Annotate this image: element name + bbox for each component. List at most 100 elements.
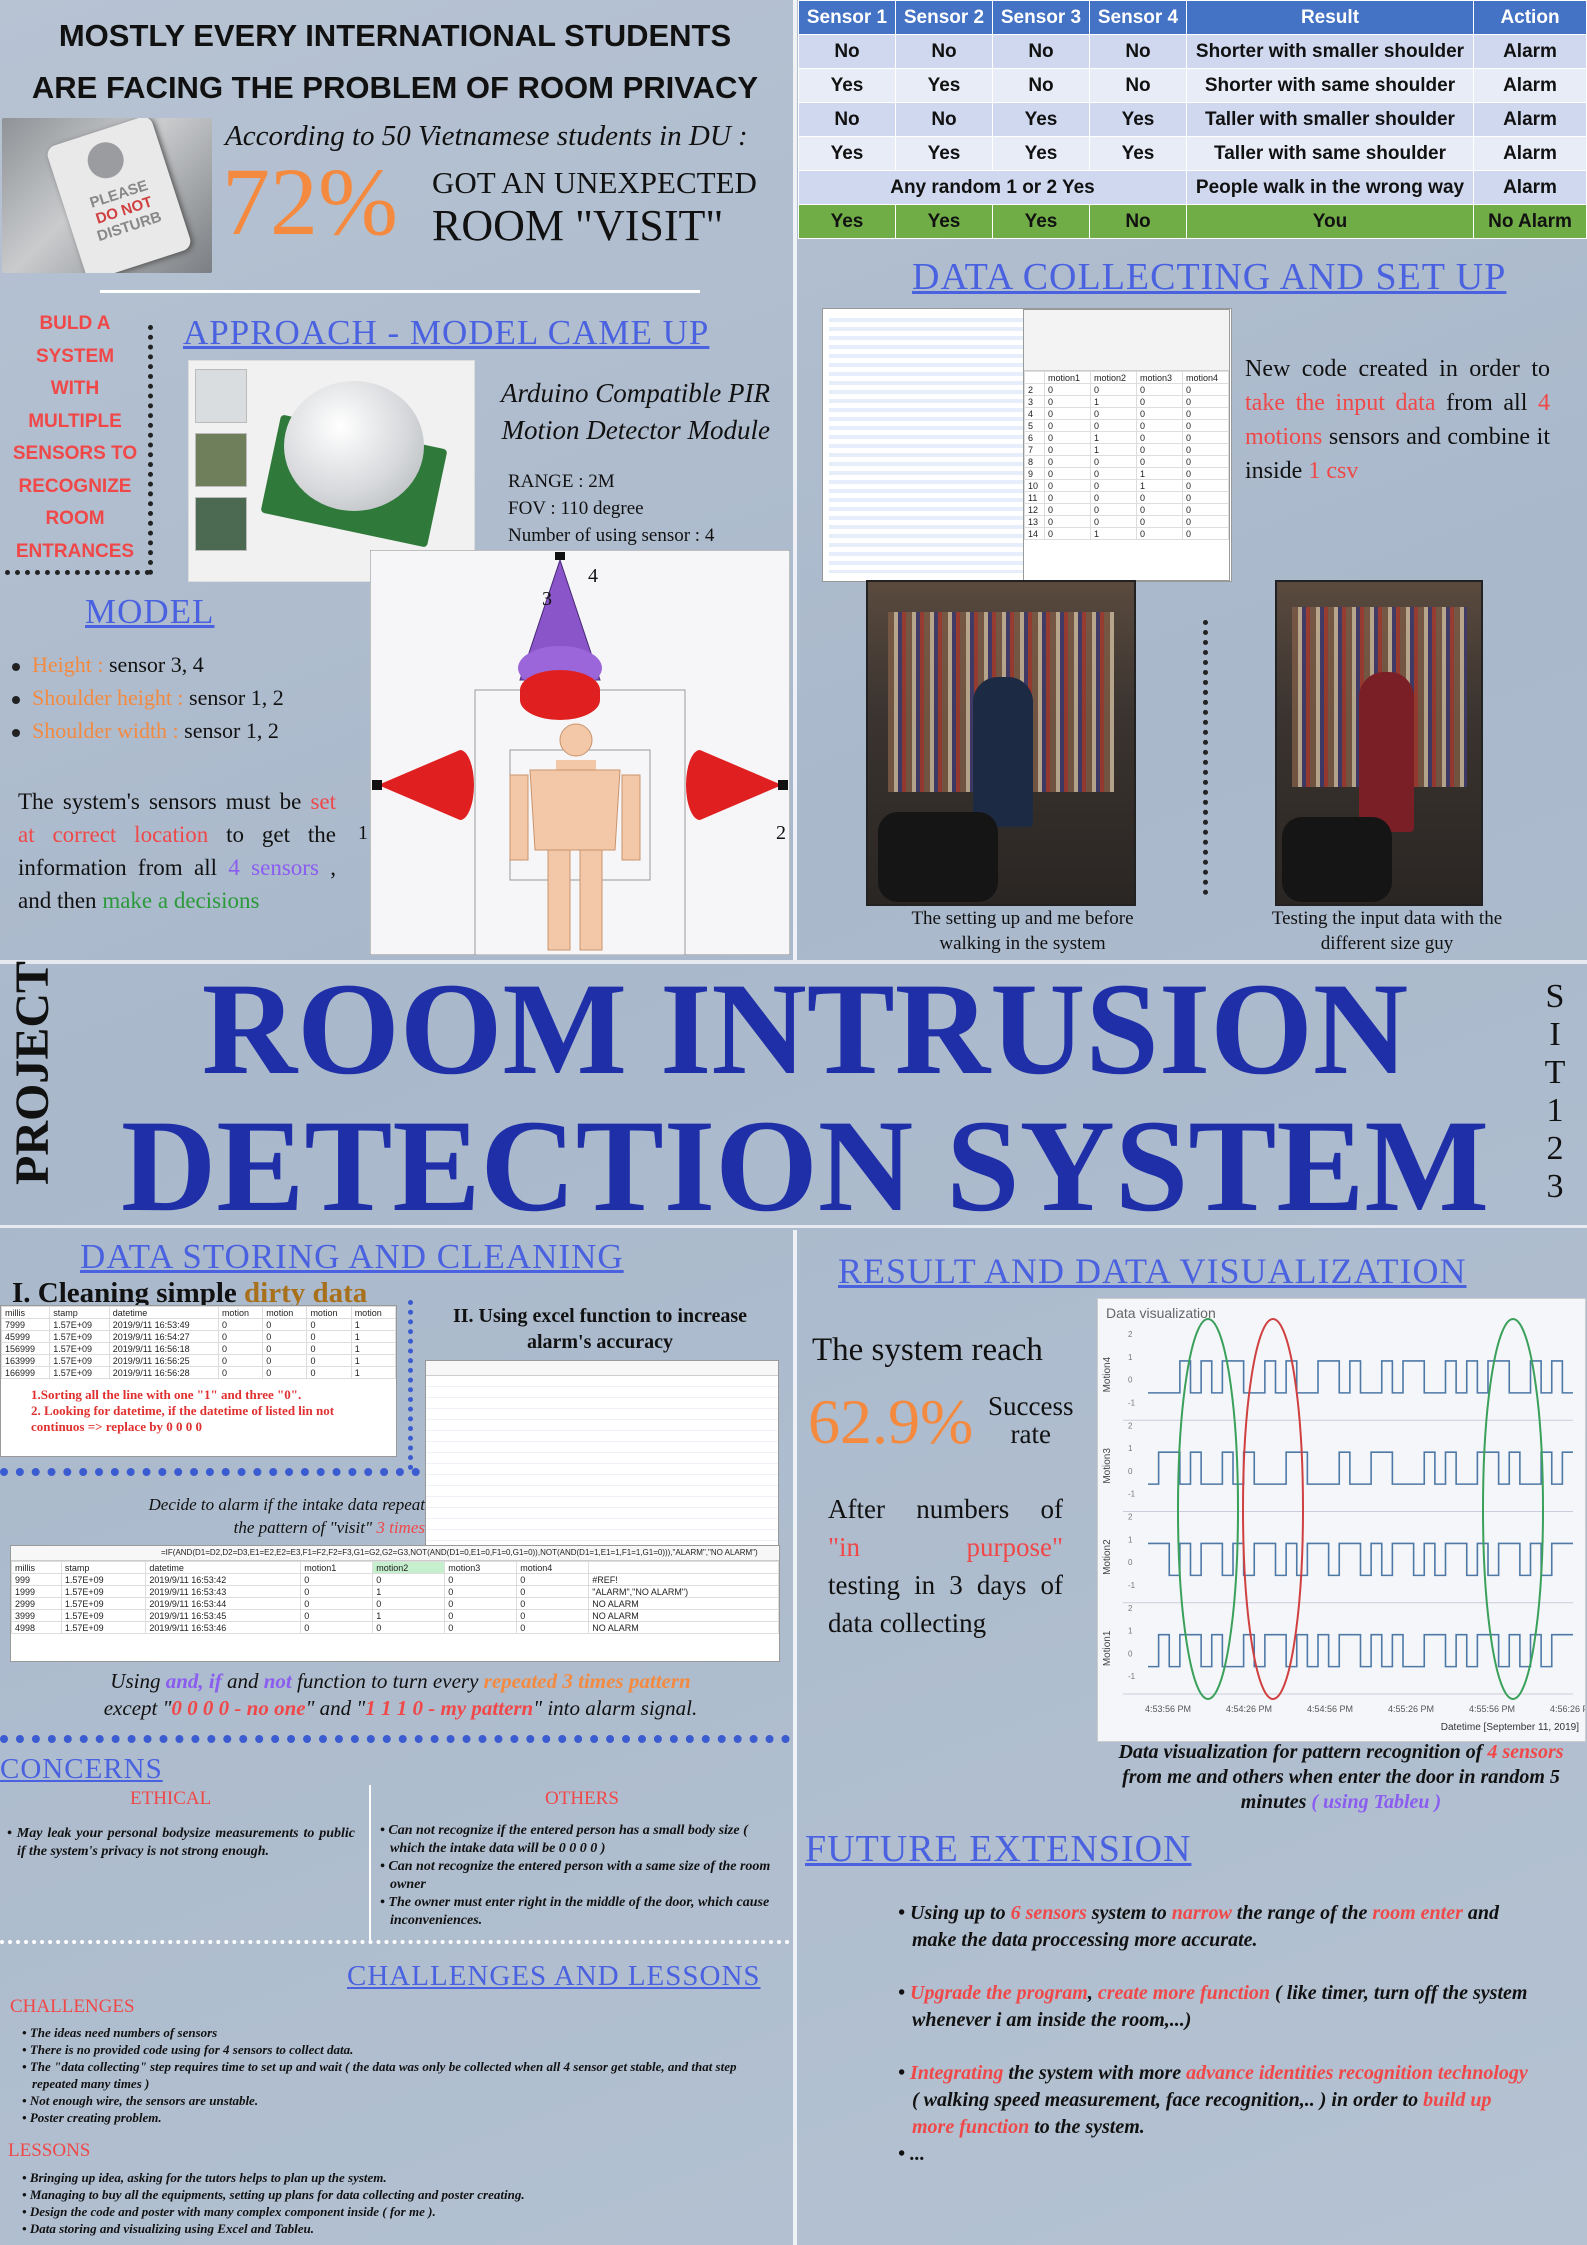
list-item: • Can not recognize if the entered perso… [380,1823,748,1856]
side-line: ENTRANCES [15,540,135,562]
header-result: Result [1186,0,1474,35]
list-item: • The ideas need numbers of sensors [22,2025,218,2040]
sensor-34-marker [555,552,565,560]
thumb-strip [195,369,247,569]
y-tick-label: 1 [1128,1444,1133,1453]
series-label: Motion1 [1102,1630,1113,1666]
table-row: No No No No Shorter with smaller shoulde… [798,34,1587,69]
table-cell: Shorter with same shoulder [1186,68,1474,103]
header-sensor2: Sensor 2 [895,0,993,35]
dirty-data-sheet: millis stamp datetime motion motion motion mot… [0,1305,397,1457]
table-cell: No [895,102,993,137]
table-cell: No [798,34,896,69]
thumb-3 [195,497,247,551]
sign-text: PLEASE DO NOT DISTURB [71,171,178,249]
figure-neck [556,760,596,770]
series-line [1148,1451,1573,1485]
model-item-shoulder-width: Shoulder width : sensor 1, 2 [12,714,284,747]
y-tick-label: -1 [1128,1672,1136,1681]
vertical-divider-top [793,0,797,960]
headline-line2: ARE FACING THE PROBLEM OF ROOM PRIVACY [31,70,759,105]
survey-got-text: GOT AN UNEXPECTED [432,165,757,200]
x-tick-label: 4:54:56 PM [1307,1704,1353,1714]
photo-person [1359,672,1414,832]
storing-h1: I. Cleaning simple dirty data [12,1277,368,1309]
diagram-label-1: 1 [358,822,368,844]
list-item: • Managing to buy all the equipments, se… [22,2187,525,2202]
model-title: MODEL [85,592,215,631]
table-cell: You [1186,204,1474,239]
headline-line1: MOSTLY EVERY INTERNATIONAL STUDENTS [58,18,732,53]
photo-person [973,677,1033,827]
challenges-sub-title: CHALLENGES [10,1996,135,2017]
pir-module-image [188,360,475,582]
table-cell: Yes [992,204,1090,239]
y-tick-label: 2 [1128,1513,1133,1522]
list-item: • May leak your personal bodysize measur… [7,1826,355,1859]
table-cell: Yes [992,136,1090,171]
table-cell: Yes [798,204,896,239]
y-tick-label: 0 [1128,1649,1133,1658]
list-item: • Bringing up idea, asking for the tutor… [22,2170,387,2185]
table-cell: No [798,102,896,137]
header-sensor4: Sensor 4 [1089,0,1187,35]
y-tick-label: 0 [1128,1467,1133,1476]
future-item-1: • Using up to 6 sensors system to narrow… [898,1902,1500,1951]
model-item-shoulder-height: Shoulder height : sensor 1, 2 [12,681,284,714]
shoulder-beam-1 [378,750,474,820]
concerns-split-line [369,1785,371,1940]
photo-testing [1275,580,1483,906]
table-cell: Yes [895,204,993,239]
table-cell: Alarm [1473,170,1587,205]
diagram-label-4: 4 [588,565,598,587]
door-sign: PLEASE DO NOT DISTURB [45,118,193,273]
approach-side-text: BULD A SYSTEM WITH MULTIPLE SENSORS TO R… [5,308,145,568]
y-tick-label: 0 [1128,1376,1133,1385]
y-tick-label: 2 [1128,1330,1133,1339]
table-cell: Taller with same shoulder [1186,136,1474,171]
x-tick-label: 4:54:26 PM [1226,1704,1272,1714]
decide-text: Decide to alarm if the intake data repea… [148,1495,426,1537]
dirty-data-notes: 1.Sorting all the line with one "1" and … [31,1387,335,1434]
approach-title: APPROACH - MODEL CAME UP [183,313,710,352]
lessons-list: • Bringing up idea, asking for the tutor… [20,2169,780,2237]
x-tick-label: 4:53:56 PM [1145,1704,1191,1714]
formula-grid: millis stamp datetime motion1 motion2 motion3… [11,1561,779,1634]
diagram-label-3: 3 [542,588,552,610]
table-cell: Alarm [1473,102,1587,137]
table-cell: Yes [1089,136,1187,171]
chart-caption: Data visualization for pattern recogniti… [1118,1741,1564,1813]
table-cell: No [992,68,1090,103]
y-tick-label: -1 [1128,1581,1136,1590]
ethical-list: • May leak your personal bodysize measur… [5,1825,355,1861]
header-sensor1: Sensor 1 [798,0,896,35]
table-cell: No [895,34,993,69]
result-reach: The system reach [812,1332,1043,1368]
table-row-random: Any random 1 or 2 Yes People walk in the… [798,170,1587,205]
chart-xlabel: Datetime [September 11, 2019] [1440,1722,1579,1733]
survey-text: According to 50 Vietnamese students in D… [225,120,748,152]
table-cell: Shorter with smaller shoulder [1186,34,1474,69]
result-title: RESULT AND DATA VISUALIZATION [838,1251,1467,1291]
sensor-2-marker [778,780,788,790]
photo-separator [1203,620,1208,895]
table-cell: Alarm [1473,136,1587,171]
photo-chair [878,812,998,902]
shoulder-beam-2 [686,750,782,820]
model-list: Height : sensor 3, 4 Shoulder height : s… [12,648,284,747]
result-chart: Data visualization Motion4 2 1 0 -1 Motion3 2 1… [1097,1298,1586,1742]
table-cell: No [992,34,1090,69]
lessons-sub-title: LESSONS [8,2140,91,2161]
sensor-table-wrap: Sensor 1 Sensor 2 Sensor 3 Sensor 4 Resu… [798,0,1587,239]
list-item: • Not enough wire, the sensors are unsta… [22,2093,259,2108]
caption-setup: The setting up and me before walking in … [911,908,1134,954]
formula-sheet: =IF(AND(D1=D2,D2=D3,E1=E2,E2=E3,F1=F2,F2… [10,1545,780,1662]
main-title-line1: ROOM INTRUSION [201,955,1409,1102]
side-text-border-h [5,570,150,575]
thumb-1 [195,369,247,423]
storing-dots-v [408,1300,413,1470]
table-cell: Alarm [1473,34,1587,69]
spec-range: RANGE : 2M [508,471,615,492]
